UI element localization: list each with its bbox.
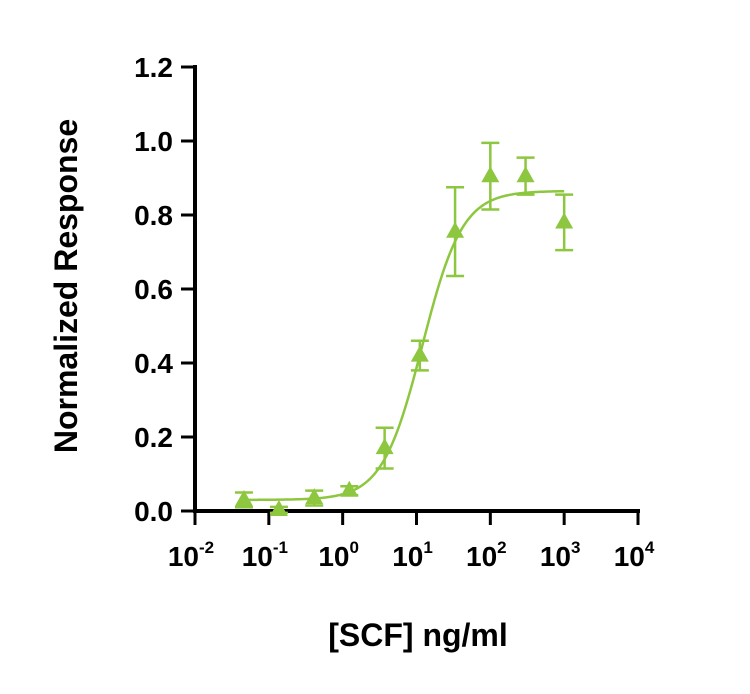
y-tick-label: 0.2 — [134, 422, 173, 453]
data-point — [269, 499, 288, 516]
data-point — [555, 212, 574, 229]
x-tick-label: 103 — [540, 538, 581, 572]
tick-marks: 0.0 0.2 0.4 0.6 0.8 1.0 1.2 10-2 10-1 100 101 102 10… — [134, 52, 655, 572]
data-point — [481, 166, 500, 183]
y-tick-label: 0.0 — [134, 496, 173, 527]
data-point — [516, 166, 535, 183]
x-tick-label: 102 — [466, 538, 507, 572]
data-point — [305, 488, 324, 505]
y-axis-title: Normalized Response — [48, 119, 84, 453]
error-bars-layer — [234, 141, 574, 515]
fit-curve — [243, 189, 565, 502]
x-axis-title: [SCF] ng/ml — [328, 617, 508, 653]
y-tick-label: 1.0 — [134, 126, 173, 157]
y-tick-label: 1.2 — [134, 52, 173, 83]
data-point — [340, 480, 359, 497]
x-tick-label: 10-2 — [168, 538, 214, 572]
x-tick-label: 10-1 — [242, 538, 288, 572]
data-point — [234, 489, 253, 506]
y-tick-label: 0.6 — [134, 274, 173, 305]
data-points-layer — [234, 166, 574, 516]
data-point — [446, 221, 465, 238]
axes — [193, 65, 640, 513]
x-tick-label: 104 — [614, 538, 655, 572]
x-tick-label: 101 — [392, 538, 433, 572]
data-point — [410, 345, 429, 362]
x-tick-label: 100 — [318, 538, 359, 572]
y-tick-label: 0.8 — [134, 200, 173, 231]
fit-curve-layer — [243, 189, 565, 502]
y-tick-label: 0.4 — [134, 348, 173, 379]
data-point — [375, 438, 394, 455]
